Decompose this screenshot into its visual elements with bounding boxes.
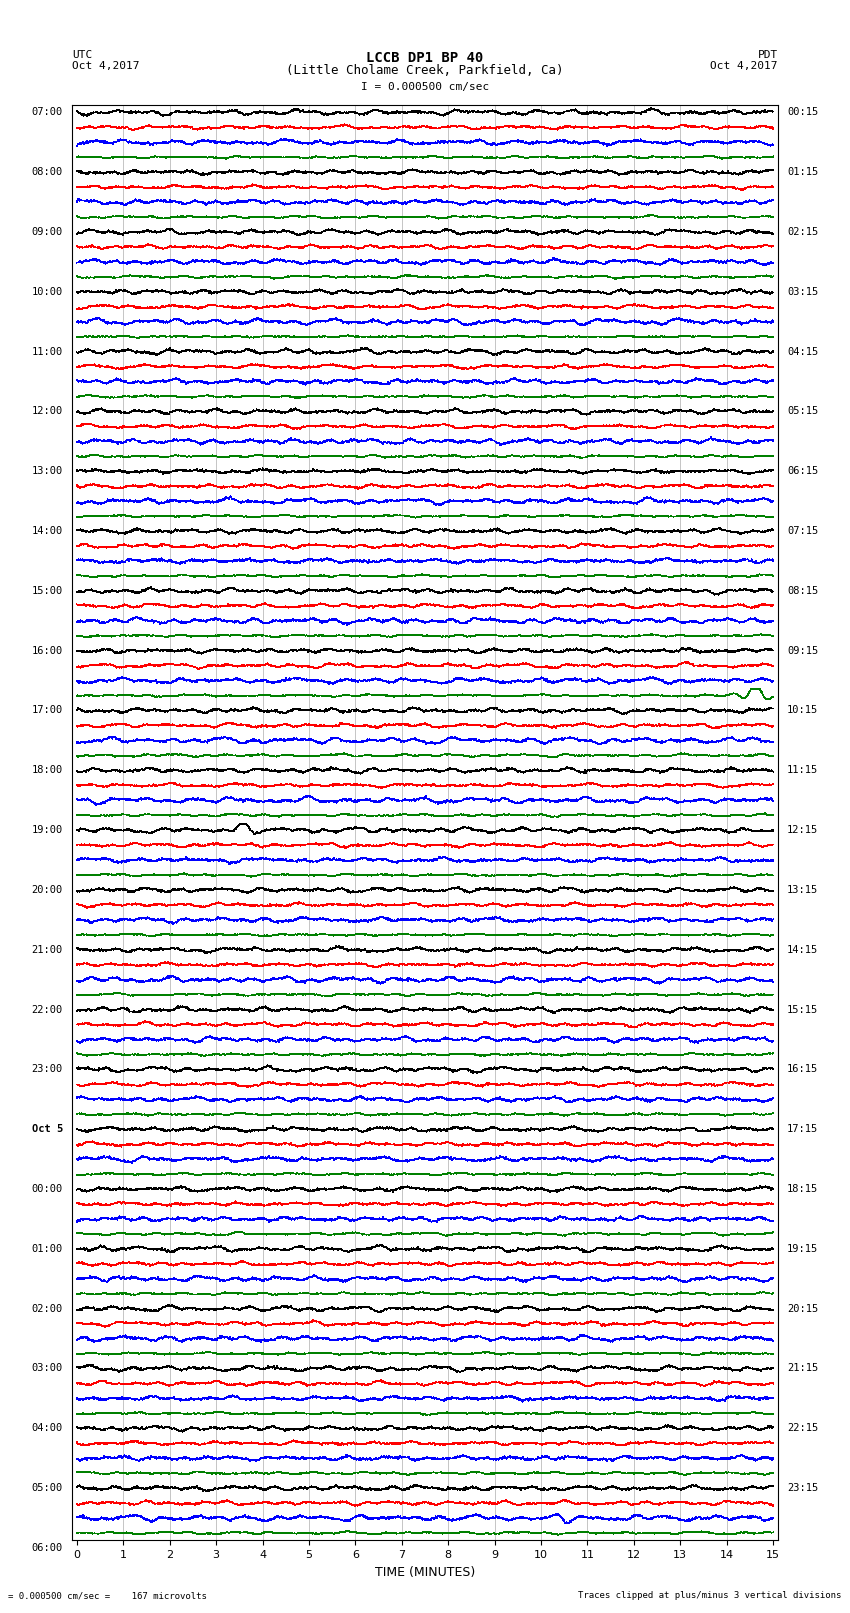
Text: 03:15: 03:15 — [787, 287, 819, 297]
Text: 18:15: 18:15 — [787, 1184, 819, 1194]
Text: 12:00: 12:00 — [31, 406, 63, 416]
Text: 15:15: 15:15 — [787, 1005, 819, 1015]
Text: 08:00: 08:00 — [31, 168, 63, 177]
Text: 08:15: 08:15 — [787, 586, 819, 595]
Text: Oct 4,2017: Oct 4,2017 — [711, 61, 778, 71]
Text: 06:15: 06:15 — [787, 466, 819, 476]
Text: 06:00: 06:00 — [31, 1544, 63, 1553]
X-axis label: TIME (MINUTES): TIME (MINUTES) — [375, 1566, 475, 1579]
Text: 22:00: 22:00 — [31, 1005, 63, 1015]
Text: UTC: UTC — [72, 50, 93, 60]
Text: 20:15: 20:15 — [787, 1303, 819, 1313]
Text: 16:15: 16:15 — [787, 1065, 819, 1074]
Text: Oct 5: Oct 5 — [31, 1124, 63, 1134]
Text: 07:00: 07:00 — [31, 108, 63, 118]
Text: 03:00: 03:00 — [31, 1363, 63, 1373]
Text: 02:00: 02:00 — [31, 1303, 63, 1313]
Text: 19:00: 19:00 — [31, 826, 63, 836]
Text: Oct 4,2017: Oct 4,2017 — [72, 61, 139, 71]
Text: 22:15: 22:15 — [787, 1423, 819, 1434]
Text: 09:15: 09:15 — [787, 645, 819, 655]
Text: 10:15: 10:15 — [787, 705, 819, 716]
Text: 21:15: 21:15 — [787, 1363, 819, 1373]
Text: 20:00: 20:00 — [31, 886, 63, 895]
Text: 12:15: 12:15 — [787, 826, 819, 836]
Text: 02:15: 02:15 — [787, 227, 819, 237]
Text: 18:00: 18:00 — [31, 765, 63, 776]
Text: 15:00: 15:00 — [31, 586, 63, 595]
Text: 23:00: 23:00 — [31, 1065, 63, 1074]
Text: 04:15: 04:15 — [787, 347, 819, 356]
Text: 00:15: 00:15 — [787, 108, 819, 118]
Text: I = 0.000500 cm/sec: I = 0.000500 cm/sec — [361, 82, 489, 92]
Text: 17:00: 17:00 — [31, 705, 63, 716]
Text: LCCB DP1 BP 40: LCCB DP1 BP 40 — [366, 50, 484, 65]
Text: 11:00: 11:00 — [31, 347, 63, 356]
Text: 13:15: 13:15 — [787, 886, 819, 895]
Text: 14:00: 14:00 — [31, 526, 63, 536]
Text: 10:00: 10:00 — [31, 287, 63, 297]
Text: 07:15: 07:15 — [787, 526, 819, 536]
Text: 04:00: 04:00 — [31, 1423, 63, 1434]
Text: 21:00: 21:00 — [31, 945, 63, 955]
Text: 23:15: 23:15 — [787, 1482, 819, 1494]
Text: = 0.000500 cm/sec =    167 microvolts: = 0.000500 cm/sec = 167 microvolts — [8, 1590, 207, 1600]
Text: 19:15: 19:15 — [787, 1244, 819, 1253]
Text: 13:00: 13:00 — [31, 466, 63, 476]
Text: 05:00: 05:00 — [31, 1482, 63, 1494]
Text: (Little Cholame Creek, Parkfield, Ca): (Little Cholame Creek, Parkfield, Ca) — [286, 65, 564, 77]
Text: 05:15: 05:15 — [787, 406, 819, 416]
Text: Traces clipped at plus/minus 3 vertical divisions: Traces clipped at plus/minus 3 vertical … — [578, 1590, 842, 1600]
Text: 14:15: 14:15 — [787, 945, 819, 955]
Text: PDT: PDT — [757, 50, 778, 60]
Text: 01:00: 01:00 — [31, 1244, 63, 1253]
Text: 01:15: 01:15 — [787, 168, 819, 177]
Text: 00:00: 00:00 — [31, 1184, 63, 1194]
Text: 11:15: 11:15 — [787, 765, 819, 776]
Text: 17:15: 17:15 — [787, 1124, 819, 1134]
Text: 16:00: 16:00 — [31, 645, 63, 655]
Text: 09:00: 09:00 — [31, 227, 63, 237]
